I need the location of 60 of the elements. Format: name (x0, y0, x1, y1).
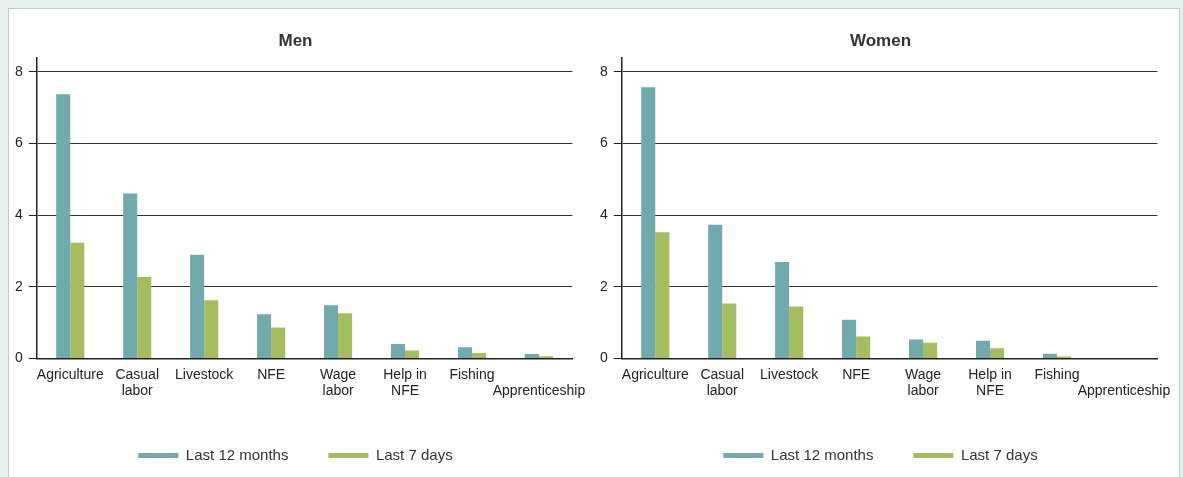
bar (204, 300, 219, 358)
x-tick-label: Help in NFE (383, 365, 427, 399)
bar (789, 306, 804, 358)
x-tick-label: Apprenticeship (1077, 382, 1171, 399)
bar (190, 254, 205, 358)
legend-label: Last 7 days (960, 445, 1038, 463)
bar (471, 353, 487, 358)
bar (56, 94, 71, 358)
y-tick-label: 0 (599, 349, 608, 366)
bar (990, 348, 1005, 358)
bar (524, 354, 539, 358)
bar (137, 277, 152, 358)
x-tick-label: NFE (257, 365, 286, 382)
bar (641, 87, 656, 358)
bar (257, 314, 272, 358)
x-tick-label: Agriculture (36, 365, 104, 382)
y-tick-label: 2 (14, 277, 23, 294)
bar (909, 339, 924, 358)
x-tick-label: Livestock (759, 365, 820, 382)
bar (1042, 353, 1057, 358)
bar (324, 305, 339, 358)
x-tick-label: Livestock (174, 365, 235, 382)
x-tick-label: Wage labor (905, 365, 942, 399)
legend-label: Last 12 months (770, 445, 874, 463)
x-tick-label: NFE (842, 365, 871, 382)
bar (338, 313, 353, 358)
y-tick-label: 8 (599, 62, 608, 79)
legend-label: Last 7 days (375, 445, 453, 463)
x-tick-label: Help in NFE (968, 365, 1012, 399)
bar (271, 327, 286, 358)
bar (975, 340, 991, 358)
y-tick-label: 2 (599, 277, 608, 294)
x-tick-label: Wage labor (320, 365, 357, 399)
y-tick-label: 8 (14, 62, 23, 79)
x-tick-label: Agriculture (621, 365, 689, 382)
y-tick-label: 4 (14, 205, 23, 222)
legend-label: Last 12 months (185, 445, 289, 463)
chart-title: Men (278, 30, 313, 50)
bar (708, 224, 723, 358)
bar (722, 303, 737, 358)
bar (70, 242, 85, 358)
bar (655, 232, 670, 358)
bar (775, 262, 790, 358)
bar (405, 350, 420, 358)
x-tick-label: Casual labor (115, 365, 160, 399)
x-tick-label: Fishing (1034, 365, 1080, 382)
bar (842, 319, 857, 358)
y-tick-label: 0 (14, 349, 23, 366)
chart-title: Women (849, 30, 912, 50)
bar (390, 344, 406, 358)
x-tick-label: Fishing (449, 365, 495, 382)
x-tick-label: Apprenticeship (492, 382, 586, 399)
y-tick-label: 4 (599, 205, 608, 222)
bar (457, 347, 472, 358)
bar (123, 193, 138, 358)
y-tick-label: 6 (599, 134, 608, 151)
bar (856, 336, 871, 358)
bar (923, 342, 938, 358)
x-tick-label: Casual labor (700, 365, 745, 399)
y-tick-label: 6 (14, 134, 23, 151)
